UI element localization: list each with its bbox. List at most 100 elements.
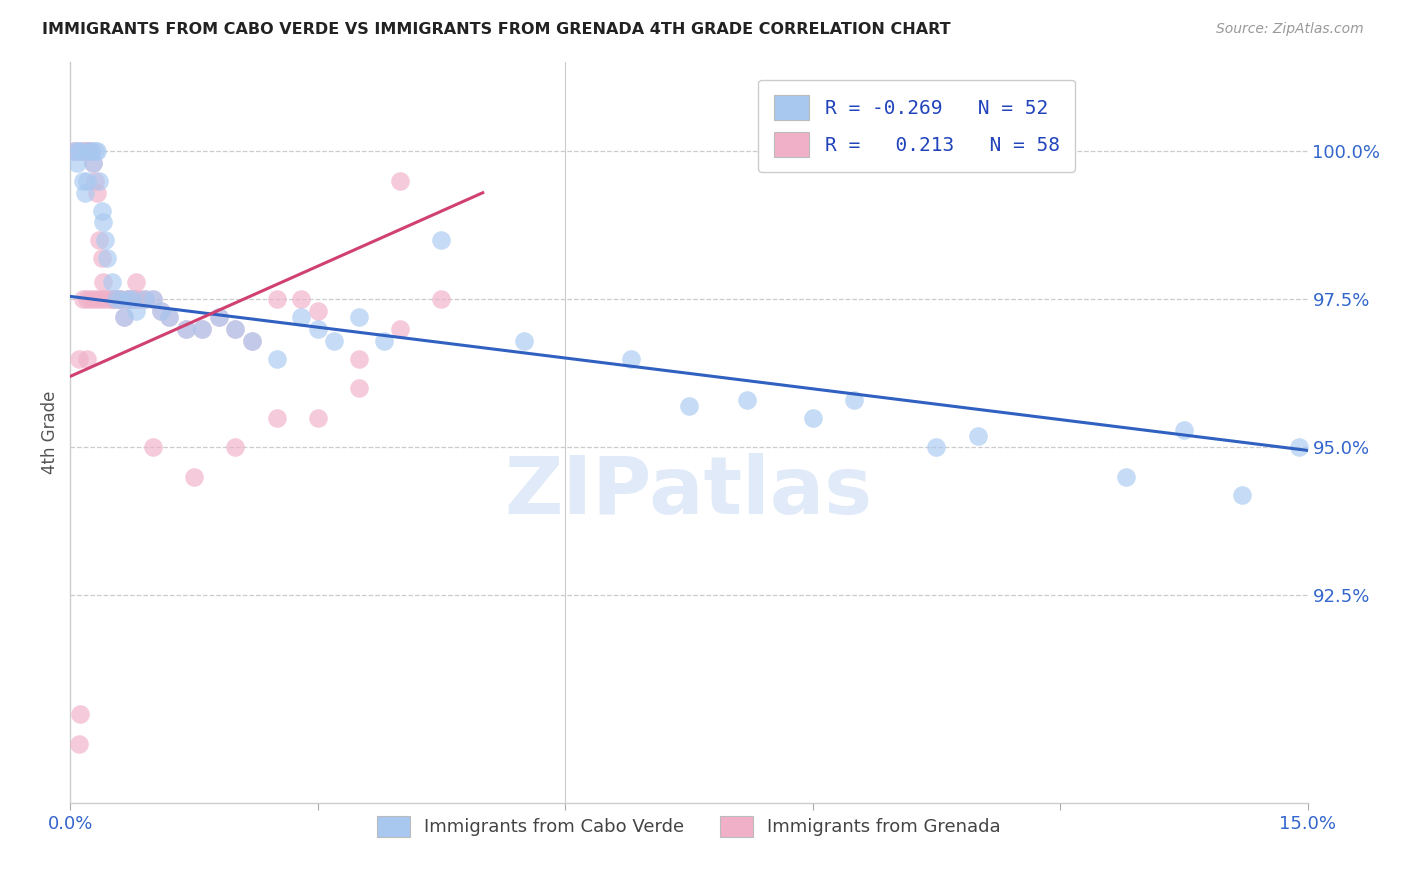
Point	[240, 334, 263, 348]
Point	[307, 322, 329, 336]
Point	[67, 145, 90, 159]
Point	[290, 293, 312, 307]
Point	[77, 145, 100, 159]
Point	[80, 145, 103, 159]
Point	[72, 174, 94, 188]
Point	[63, 145, 86, 159]
Point	[389, 322, 412, 336]
Point	[174, 322, 197, 336]
Point	[76, 293, 98, 307]
Point	[125, 275, 148, 289]
Point	[191, 322, 214, 336]
Point	[72, 145, 94, 159]
Point	[1288, 441, 1310, 455]
Point	[150, 304, 173, 318]
Point	[66, 156, 89, 170]
Point	[90, 203, 112, 218]
Point	[66, 145, 89, 159]
Point	[266, 351, 288, 366]
Point	[208, 310, 231, 325]
Point	[157, 310, 180, 325]
Point	[67, 351, 90, 366]
Point	[86, 186, 108, 200]
Point	[157, 310, 180, 325]
Point	[117, 293, 139, 307]
Point	[76, 145, 98, 159]
Point	[94, 233, 117, 247]
Point	[84, 174, 107, 188]
Point	[150, 304, 173, 318]
Point	[224, 322, 246, 336]
Point	[142, 293, 165, 307]
Point	[108, 293, 131, 307]
Point	[134, 293, 156, 307]
Point	[77, 145, 100, 159]
Point	[117, 293, 139, 307]
Point	[96, 251, 118, 265]
Point	[307, 410, 329, 425]
Point	[1230, 488, 1253, 502]
Point	[75, 145, 97, 159]
Point	[82, 156, 104, 170]
Point	[86, 145, 108, 159]
Point	[925, 441, 948, 455]
Point	[735, 392, 758, 407]
Point	[191, 322, 214, 336]
Point	[89, 233, 111, 247]
Point	[121, 293, 143, 307]
Point	[100, 275, 122, 289]
Point	[240, 334, 263, 348]
Text: IMMIGRANTS FROM CABO VERDE VS IMMIGRANTS FROM GRENADA 4TH GRADE CORRELATION CHAR: IMMIGRANTS FROM CABO VERDE VS IMMIGRANTS…	[42, 22, 950, 37]
Point	[80, 293, 103, 307]
Point	[1173, 423, 1195, 437]
Point	[84, 293, 107, 307]
Point	[91, 215, 114, 229]
Point	[174, 322, 197, 336]
Point	[347, 310, 370, 325]
Point	[620, 351, 643, 366]
Point	[67, 737, 90, 751]
Point	[117, 293, 139, 307]
Point	[183, 470, 205, 484]
Point	[75, 186, 97, 200]
Point	[266, 293, 288, 307]
Point	[69, 145, 91, 159]
Point	[108, 293, 131, 307]
Point	[373, 334, 395, 348]
Point	[121, 293, 143, 307]
Point	[76, 174, 98, 188]
Point	[100, 293, 122, 307]
Point	[307, 304, 329, 318]
Point	[72, 293, 94, 307]
Point	[430, 233, 453, 247]
Point	[125, 304, 148, 318]
Point	[104, 293, 127, 307]
Point	[69, 706, 91, 721]
Point	[142, 293, 165, 307]
Point	[842, 392, 865, 407]
Point	[129, 293, 152, 307]
Point	[1115, 470, 1137, 484]
Point	[100, 293, 122, 307]
Point	[91, 293, 114, 307]
Point	[678, 399, 700, 413]
Y-axis label: 4th Grade: 4th Grade	[41, 391, 59, 475]
Point	[89, 174, 111, 188]
Point	[125, 293, 148, 307]
Point	[134, 293, 156, 307]
Text: Source: ZipAtlas.com: Source: ZipAtlas.com	[1216, 22, 1364, 37]
Point	[104, 293, 127, 307]
Point	[112, 310, 135, 325]
Point	[90, 251, 112, 265]
Point	[76, 351, 98, 366]
Point	[91, 275, 114, 289]
Point	[323, 334, 346, 348]
Point	[89, 293, 111, 307]
Point	[801, 410, 824, 425]
Point	[112, 310, 135, 325]
Point	[224, 322, 246, 336]
Point	[80, 145, 103, 159]
Point	[142, 441, 165, 455]
Text: ZIPatlas: ZIPatlas	[505, 453, 873, 531]
Point	[347, 381, 370, 395]
